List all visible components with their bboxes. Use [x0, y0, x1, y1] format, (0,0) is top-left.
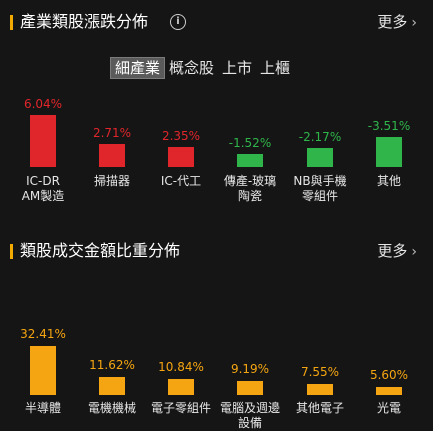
bar-value-label: 9.19%: [230, 362, 270, 376]
bar-value-label: 2.71%: [92, 126, 132, 140]
more-link[interactable]: 更多 ›: [377, 11, 417, 34]
bar-category-label: 光電: [376, 401, 401, 415]
bar-category-label: IC-代工: [160, 174, 202, 188]
bar-item: -1.52% 傳產-玻璃 陶瓷: [215, 0, 285, 220]
bar-value-label: -2.17%: [298, 130, 342, 144]
bar-item: 9.19% 電腦及週邊 設備: [215, 0, 285, 431]
bar-category-label: 電機機械: [87, 401, 136, 415]
loss-bar: [307, 148, 333, 167]
bar-category-label: 電子零組件: [150, 401, 211, 415]
bar-value-label: 6.04%: [23, 97, 63, 111]
more-label: 更多: [377, 13, 408, 31]
loss-bar: [237, 154, 263, 167]
bar-item: 6.04% IC-DR AM製造: [8, 0, 78, 220]
share-bar: [307, 384, 333, 395]
chevron-right-icon: ›: [411, 15, 417, 31]
chevron-right-icon: ›: [411, 244, 417, 260]
more-link[interactable]: 更多 ›: [377, 240, 417, 263]
bar-item: -3.51% 其他: [354, 0, 424, 220]
loss-bar: [376, 137, 402, 167]
bar-category-label: 傳產-玻璃 陶瓷: [223, 174, 277, 203]
section-accent-bar: [10, 244, 13, 259]
bar-item: -2.17% NB與手機 零組件: [285, 0, 355, 220]
bar-item: 32.41% 半導體: [8, 0, 78, 431]
gain-bar: [30, 115, 56, 167]
bar-value-label: 7.55%: [300, 365, 340, 379]
bar-category-label: 半導體: [24, 401, 61, 415]
bar-value-label: 2.35%: [161, 129, 201, 143]
tab-otc[interactable]: 上櫃: [260, 59, 291, 77]
share-bar: [376, 387, 402, 395]
bar-category-label: 其他: [376, 174, 401, 188]
industry-change-chart: 6.04% IC-DR AM製造 2.71% 掃描器 2.35% IC-代工 -1.52% 傳…: [8, 0, 424, 220]
bar-category-label: NB與手機 零組件: [293, 174, 347, 203]
turnover-share-header: 類股成交金額比重分佈 更多 ›: [0, 240, 433, 262]
info-icon[interactable]: i: [170, 14, 186, 30]
section-accent-bar: [10, 15, 13, 30]
share-bar: [237, 381, 263, 395]
bar-value-label: 32.41%: [20, 327, 66, 341]
gain-bar: [168, 147, 194, 167]
bar-item: 2.35% IC-代工: [146, 0, 216, 220]
bar-item: 2.71% 掃描器: [77, 0, 147, 220]
tab-concept-stocks[interactable]: 概念股: [169, 59, 215, 77]
category-tabs: 細產業 概念股 上市 上櫃: [110, 57, 294, 79]
share-bar: [168, 379, 194, 395]
bar-category-label: 其他電子: [295, 401, 344, 415]
more-label: 更多: [377, 242, 408, 260]
bar-value-label: 10.84%: [158, 360, 204, 374]
tab-sub-industry[interactable]: 細產業: [110, 57, 166, 79]
bar-item: 10.84% 電子零組件: [146, 0, 216, 431]
tab-listed[interactable]: 上市: [222, 59, 253, 77]
share-bar: [30, 346, 56, 395]
gain-bar: [99, 144, 125, 167]
bar-value-label: 11.62%: [89, 358, 135, 372]
section-title: 產業類股漲跌分佈: [20, 12, 149, 31]
bar-value-label: -1.52%: [228, 136, 272, 150]
section-title: 類股成交金額比重分佈: [20, 241, 181, 260]
bar-value-label: 5.60%: [369, 368, 409, 382]
bar-category-label: 電腦及週邊 設備: [219, 401, 280, 430]
share-bar: [99, 377, 125, 395]
bar-category-label: IC-DR AM製造: [21, 174, 65, 203]
bar-category-label: 掃描器: [93, 174, 130, 188]
bar-item: 11.62% 電機機械: [77, 0, 147, 431]
industry-change-header: 產業類股漲跌分佈 i 更多 ›: [0, 11, 433, 33]
bar-item: 5.60% 光電: [354, 0, 424, 431]
bar-value-label: -3.51%: [367, 119, 411, 133]
bar-item: 7.55% 其他電子: [285, 0, 355, 431]
